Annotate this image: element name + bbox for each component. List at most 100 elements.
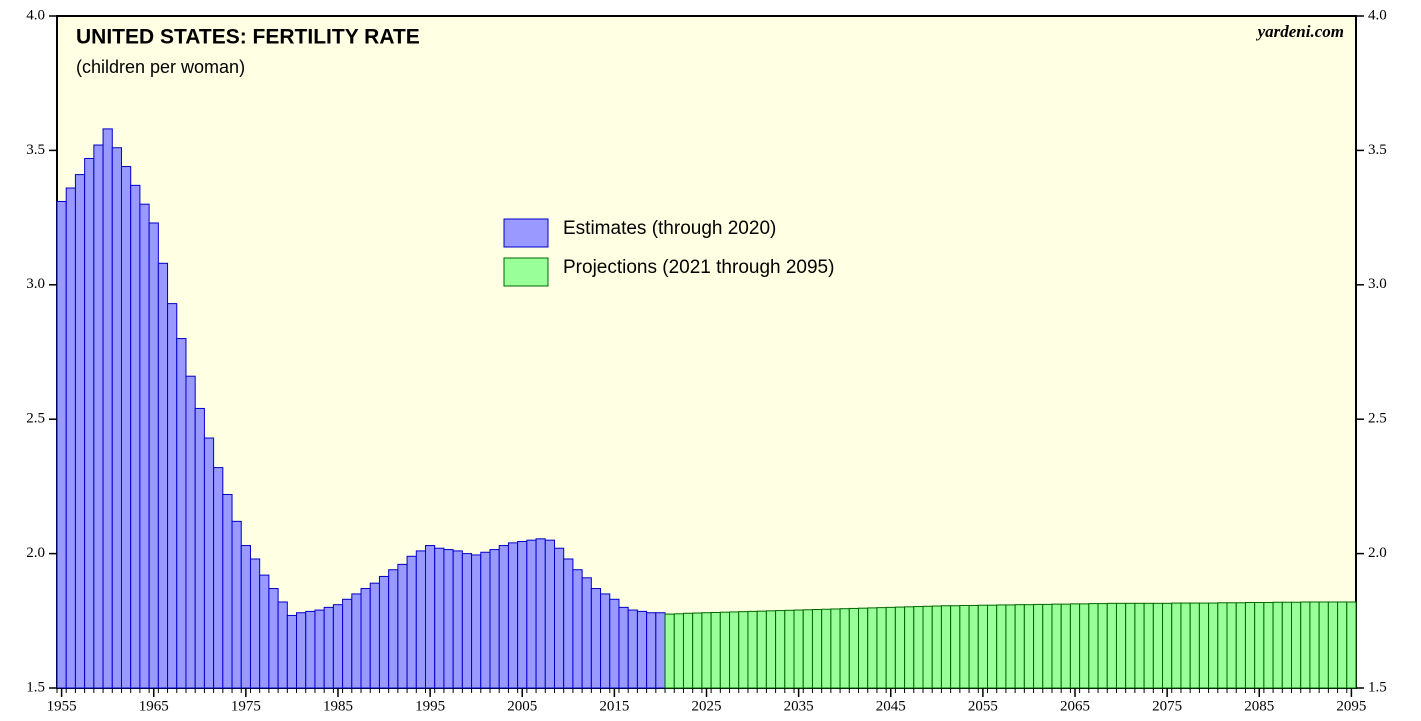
bar [268, 588, 279, 689]
bar [1244, 602, 1256, 689]
bar [1134, 602, 1145, 689]
bar [1291, 601, 1302, 689]
bar [701, 612, 712, 689]
x-tick-label: 1995 [415, 698, 445, 714]
x-tick-label: 2085 [1244, 698, 1274, 714]
bar [157, 262, 169, 689]
legend-swatch [503, 218, 549, 248]
bar [977, 604, 988, 689]
bar [471, 554, 482, 689]
bar [646, 612, 657, 689]
bar [830, 608, 841, 689]
y2-tick-label: 3.0 [1368, 276, 1387, 292]
bar [351, 593, 362, 689]
bar [526, 539, 537, 689]
bar [581, 577, 592, 689]
bar [848, 607, 860, 689]
bar [692, 612, 703, 689]
y-tick-label: 3.0 [26, 276, 45, 292]
bar [1115, 602, 1127, 689]
bar [517, 541, 528, 689]
x-tick-label: 2045 [876, 698, 906, 714]
x-tick-label: 2035 [784, 698, 814, 714]
bar [1327, 601, 1339, 689]
bar [1189, 602, 1200, 689]
x-tick-label: 1965 [139, 698, 169, 714]
bar [867, 607, 878, 689]
bar [213, 467, 224, 689]
bar [185, 375, 196, 689]
bar [544, 539, 555, 689]
y-tick-label: 1.5 [26, 679, 45, 695]
bar [839, 608, 850, 689]
bar [507, 542, 519, 689]
bar [1033, 603, 1044, 689]
bar [922, 605, 933, 689]
y-tick-label: 2.0 [26, 545, 45, 561]
bar [388, 569, 399, 689]
bar [784, 609, 795, 689]
bar [664, 613, 675, 689]
bar [609, 598, 620, 689]
y2-tick-label: 3.5 [1368, 142, 1387, 158]
bar [802, 609, 813, 689]
bar [876, 607, 887, 689]
bar [56, 200, 67, 689]
bar [719, 611, 731, 689]
bar [425, 545, 436, 689]
bar [1106, 602, 1117, 689]
bar [636, 610, 648, 689]
x-tick-label: 2095 [1336, 698, 1366, 714]
bar [1097, 603, 1108, 689]
x-tick-label: 1975 [231, 698, 261, 714]
bar [1263, 602, 1274, 689]
bar [194, 407, 205, 689]
bar [1152, 602, 1164, 689]
bar [434, 547, 445, 689]
bar [139, 203, 150, 689]
chart-subtitle: (children per woman) [76, 57, 245, 77]
legend-swatch [503, 257, 549, 287]
bar [65, 187, 76, 689]
bar [167, 303, 178, 689]
x-tick-label: 1955 [47, 698, 77, 714]
bar [1162, 602, 1173, 689]
bar [858, 607, 869, 689]
bar [590, 588, 602, 689]
bar [747, 610, 758, 689]
bar [176, 338, 187, 689]
bar [894, 606, 906, 689]
bar [1235, 602, 1246, 689]
bar [1171, 602, 1182, 689]
bar [913, 606, 924, 689]
x-tick-label: 2025 [692, 698, 722, 714]
bar [904, 606, 915, 689]
bar [729, 611, 740, 689]
legend-label: Projections (2021 through 2095) [563, 257, 834, 278]
bar [793, 609, 804, 689]
bar [231, 520, 242, 689]
bar [74, 174, 86, 689]
x-tick-label: 2065 [1060, 698, 1090, 714]
bar [986, 604, 998, 689]
bar [360, 588, 371, 689]
bar [885, 606, 896, 689]
bar [950, 605, 961, 689]
bar [378, 575, 390, 689]
bar [673, 613, 684, 689]
bar [120, 166, 132, 689]
bar [563, 558, 574, 689]
bar [738, 611, 749, 689]
bar [286, 614, 298, 689]
bar [535, 538, 546, 689]
bar [1217, 602, 1228, 689]
bar [959, 604, 970, 689]
x-tick-label: 2055 [968, 698, 998, 714]
bar [1042, 603, 1053, 689]
bar [314, 609, 325, 689]
legend-label: Estimates (through 2020) [563, 218, 776, 239]
x-tick-label: 2075 [1152, 698, 1182, 714]
bar [1254, 602, 1265, 689]
y-tick-label: 3.5 [26, 142, 45, 158]
